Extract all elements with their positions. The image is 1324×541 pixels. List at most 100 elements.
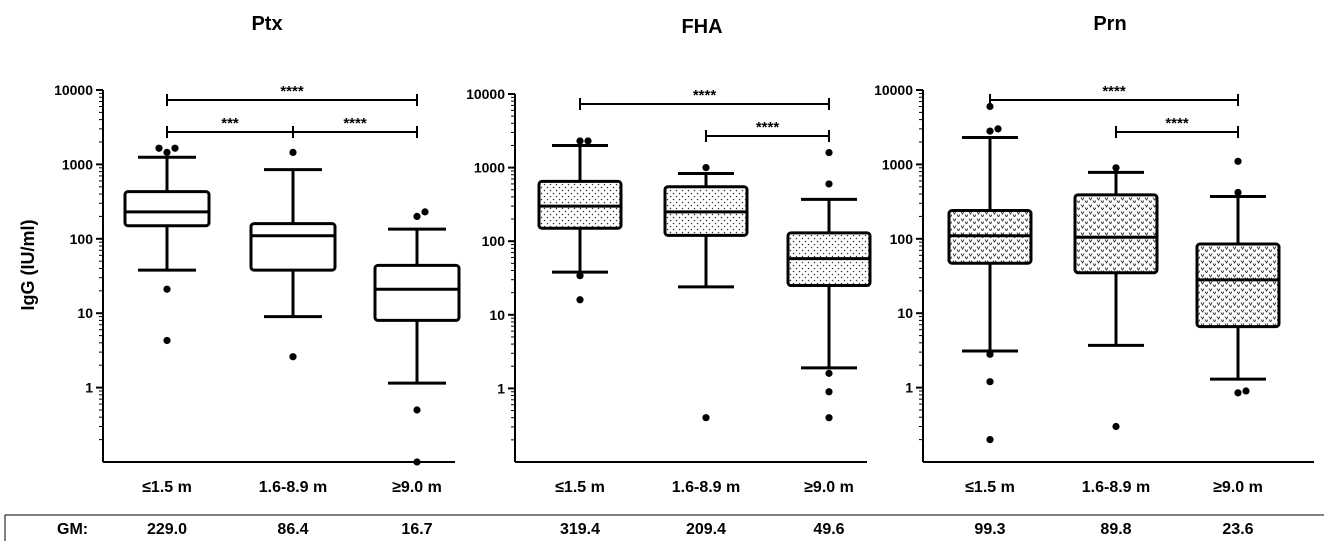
box-body	[1195, 242, 1281, 329]
box-1	[537, 137, 623, 304]
y-tick-label: 10	[897, 305, 913, 321]
x-category-label: ≤1.5 m	[555, 479, 605, 496]
outlier-point	[1234, 157, 1242, 165]
significance-label: ****	[693, 87, 717, 104]
y-tick-label: 100	[482, 233, 506, 249]
box-body	[373, 263, 461, 322]
x-category-label: ≤1.5 m	[142, 479, 192, 496]
box-body	[123, 190, 211, 228]
significance-label: ****	[1165, 115, 1189, 132]
y-tick-label: 100	[890, 231, 914, 247]
outlier-point	[986, 127, 994, 135]
gm-value: 99.3	[974, 521, 1005, 538]
panel-fha: FHA 1 10 100 1000 10000 ≤1.5 m 1.6-8.9 m ≥9.0 m…	[466, 16, 872, 496]
box-2	[1073, 164, 1159, 431]
box-1	[123, 144, 211, 345]
y-tick-label: 10000	[874, 82, 913, 98]
box-body	[249, 222, 337, 272]
y-axis-label: IgG (IU/ml)	[18, 220, 38, 311]
y-tick-label: 10000	[466, 86, 505, 102]
outlier-point	[994, 125, 1002, 133]
outlier-point	[421, 208, 429, 216]
significance-label: ****	[756, 119, 780, 136]
panel-title: Prn	[1093, 13, 1126, 35]
y-tick-label: 10	[77, 305, 93, 321]
outlier-point	[986, 350, 994, 358]
outlier-point	[576, 137, 584, 145]
outlier-point	[825, 180, 833, 188]
gm-value: 209.4	[686, 521, 726, 538]
outlier-point	[163, 336, 171, 345]
outlier-point	[825, 388, 833, 396]
outlier-point	[576, 296, 584, 304]
y-tick-label: 1000	[882, 156, 913, 172]
box-3	[786, 148, 872, 422]
x-category-label: 1.6-8.9 m	[672, 479, 740, 496]
outlier-point	[986, 102, 994, 111]
outlier-point	[1112, 164, 1120, 172]
x-category-label: ≥9.0 m	[1213, 479, 1263, 496]
gm-value: 229.0	[147, 521, 187, 538]
outlier-point	[163, 285, 171, 293]
y-tick-label: 1000	[474, 160, 505, 176]
gm-values: 229.0 86.4 16.7 319.4 209.4 49.6 99.3 89.8 23.6	[147, 521, 1254, 538]
gm-value: 319.4	[560, 521, 600, 538]
gm-value: 89.8	[1100, 521, 1131, 538]
outlier-point	[413, 406, 421, 414]
gm-value: 16.7	[401, 521, 432, 538]
outlier-point	[1234, 389, 1242, 397]
gm-value: 23.6	[1222, 521, 1253, 538]
outlier-point	[171, 144, 179, 152]
gm-value: 86.4	[277, 521, 308, 538]
gm-value: 49.6	[813, 521, 844, 538]
outlier-point	[413, 458, 421, 466]
x-category-label: 1.6-8.9 m	[259, 479, 327, 496]
y-tick-label: 100	[70, 231, 94, 247]
outlier-point	[413, 212, 421, 221]
significance-label: ***	[221, 115, 239, 132]
plot-area: 1 10 100 1000 10000 ≤1.5 m 1.6-8.9 m ≥9.0 m ****…	[466, 86, 872, 496]
y-tick-label: 10000	[54, 82, 93, 98]
outlier-point	[1242, 387, 1250, 395]
outlier-point	[584, 137, 592, 145]
y-tick-label: 10	[489, 307, 505, 323]
outlier-point	[825, 369, 833, 377]
x-category-label: ≥9.0 m	[392, 479, 442, 496]
x-category-label: ≤1.5 m	[965, 479, 1015, 496]
significance-label: ****	[1102, 83, 1126, 100]
outlier-point	[163, 148, 171, 156]
y-tick-label: 1	[85, 380, 93, 396]
gm-table: GM: 229.0 86.4 16.7 319.4 209.4 49.6 99.3 89.8 2…	[4, 514, 1324, 541]
outlier-point	[702, 164, 710, 172]
box-1	[947, 102, 1033, 444]
box-2	[663, 164, 749, 422]
plot-area: 1 10 100 1000 10000 ≤1.5 m 1.6-8.9 m ≥9.0 m ****…	[874, 82, 1314, 496]
significance-label: ****	[343, 115, 367, 132]
box-body	[1073, 193, 1159, 275]
box-3	[1195, 157, 1281, 397]
panel-title: FHA	[681, 16, 722, 38]
x-category-label: ≥9.0 m	[804, 479, 854, 496]
y-tick-label: 1	[497, 380, 505, 396]
outlier-point	[289, 353, 297, 361]
box-2	[249, 148, 337, 361]
panel-ptx: Ptx 1 10 100 1000 10000 ≤1.5 m 1.6-8.9 m ≥9.0 m…	[54, 13, 461, 496]
outlier-point	[702, 414, 710, 422]
outlier-point	[1112, 422, 1120, 431]
box-3	[373, 208, 461, 466]
outlier-point	[1234, 188, 1242, 197]
outlier-point	[986, 378, 994, 386]
y-tick-label: 1	[905, 380, 913, 396]
gm-label: GM:	[57, 521, 88, 538]
outlier-point	[155, 144, 163, 152]
panel-title: Ptx	[251, 13, 282, 35]
x-category-label: 1.6-8.9 m	[1082, 479, 1150, 496]
outlier-point	[289, 148, 297, 156]
outlier-point	[576, 272, 584, 280]
y-tick-label: 1000	[62, 156, 93, 172]
outlier-point	[825, 414, 833, 422]
significance-label: ****	[280, 83, 304, 100]
outlier-point	[986, 436, 994, 444]
